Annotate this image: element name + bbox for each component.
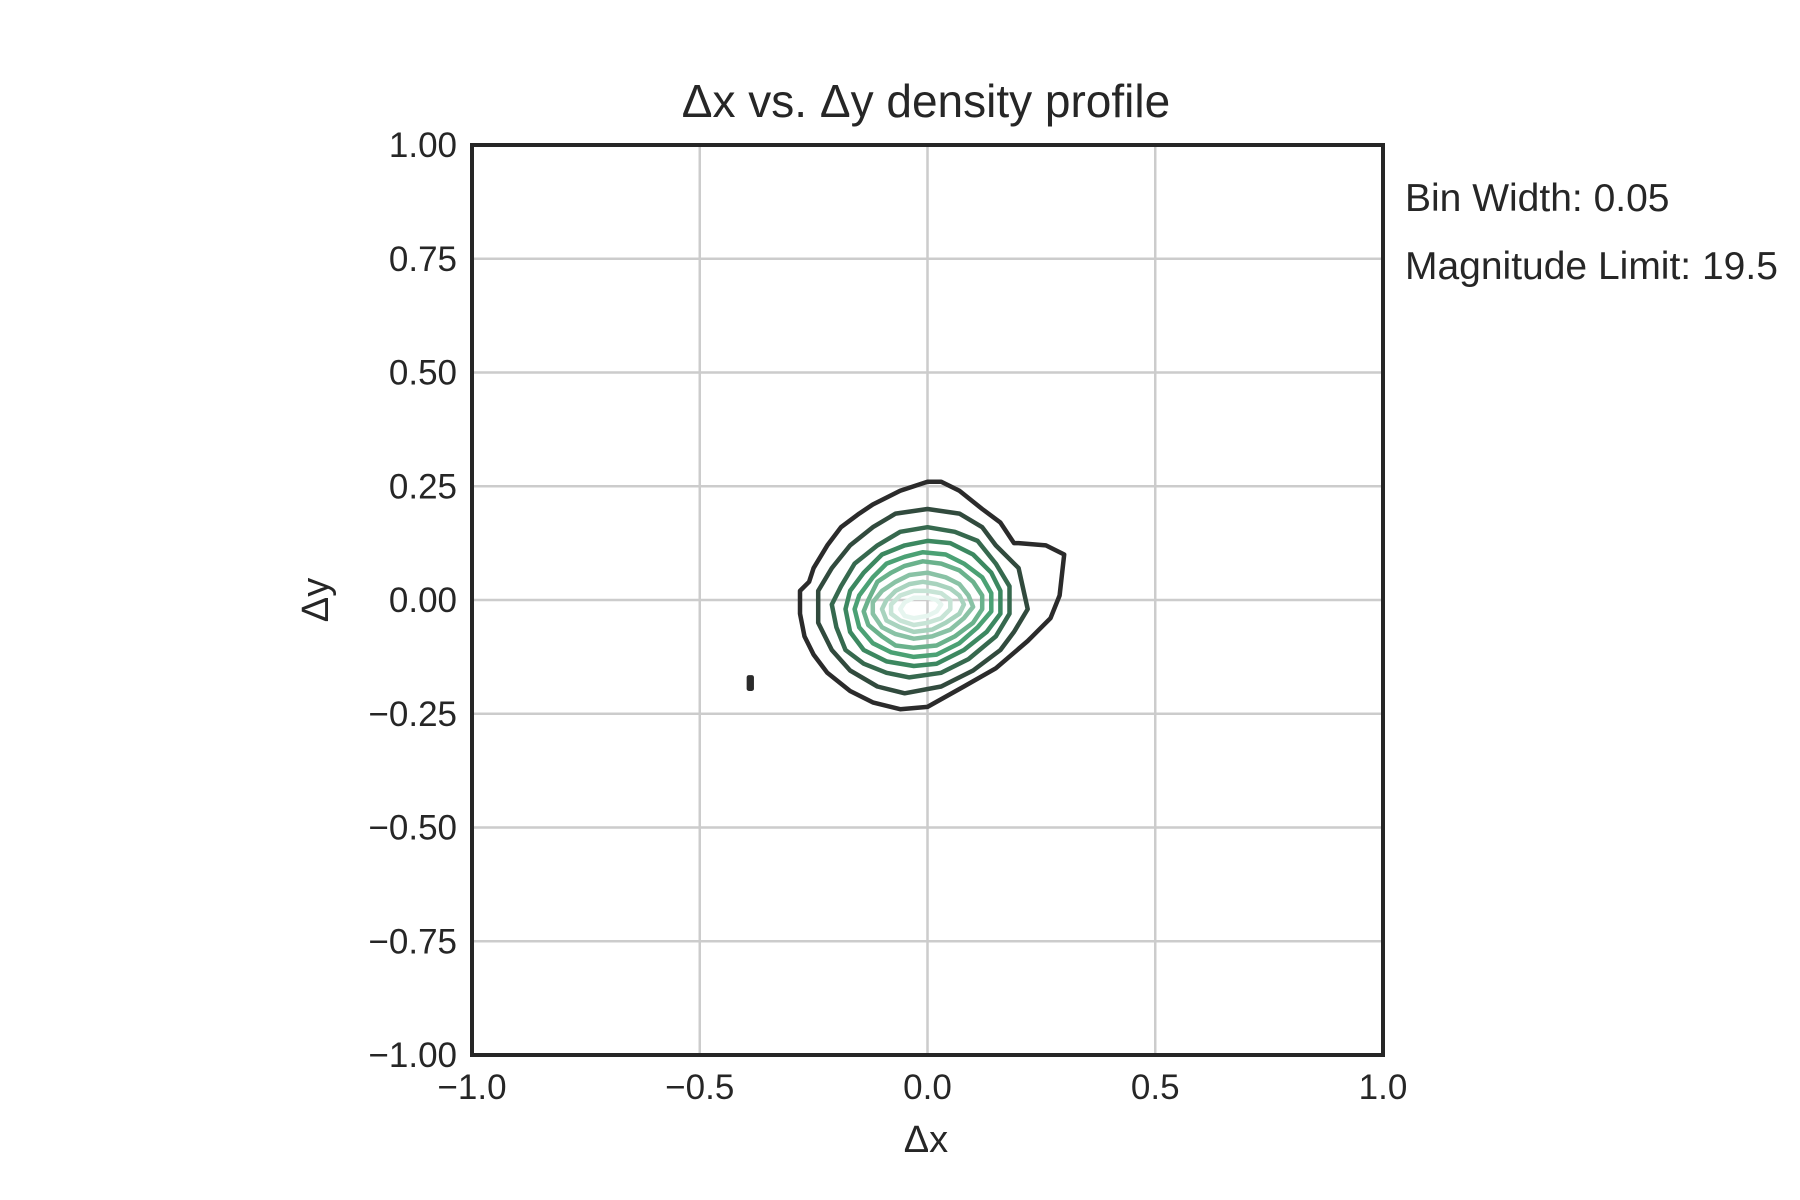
y-tick-label: −0.50 <box>368 809 457 848</box>
x-tick-labels: −1.0 −0.5 0.0 0.5 1.0 <box>437 1068 1407 1107</box>
contour-level-3 <box>829 524 1012 680</box>
y-tick-label: 0.00 <box>389 581 457 620</box>
x-axis-label: Δx <box>904 1119 948 1161</box>
plot-frame <box>470 143 1385 1057</box>
contour-level-4 <box>843 538 1003 669</box>
contour-level-7 <box>870 570 976 641</box>
x-tick-label: −0.5 <box>665 1068 734 1107</box>
x-tick-label: 1.0 <box>1359 1068 1408 1107</box>
contour-level-5 <box>852 549 994 660</box>
chart-title: Δx vs. Δy density profile <box>682 75 1170 127</box>
contour-level-9 <box>888 588 953 628</box>
y-tick-label: −0.25 <box>368 695 457 734</box>
y-tick-label: −0.75 <box>368 922 457 961</box>
x-tick-label: 0.5 <box>1131 1068 1180 1107</box>
contour-level-10 <box>897 595 944 621</box>
contour-level-6 <box>861 559 985 651</box>
y-tick-label: −1.00 <box>368 1036 457 1075</box>
contour-level-1 <box>797 479 1067 712</box>
x-tick-label: −1.0 <box>437 1068 506 1107</box>
y-tick-label: 1.00 <box>389 126 457 165</box>
annotation-magnitude-limit: Magnitude Limit: 19.5 <box>1405 245 1778 288</box>
y-tick-label: 0.75 <box>389 240 457 279</box>
y-tick-label: 0.50 <box>389 354 457 393</box>
x-tick-label: 0.0 <box>903 1068 952 1107</box>
contour-level-1 <box>746 675 754 691</box>
y-tick-label: 0.25 <box>389 467 457 506</box>
contour-level-2 <box>815 506 1030 696</box>
contour-level-8 <box>879 579 967 635</box>
density-contours <box>746 479 1067 712</box>
annotation-bin-width: Bin Width: 0.05 <box>1405 177 1669 220</box>
y-axis-label: Δy <box>295 578 337 622</box>
y-tick-labels: 1.00 0.75 0.50 0.25 0.00 −0.25 −0.50 −0.75 −1.00 <box>368 126 457 1075</box>
